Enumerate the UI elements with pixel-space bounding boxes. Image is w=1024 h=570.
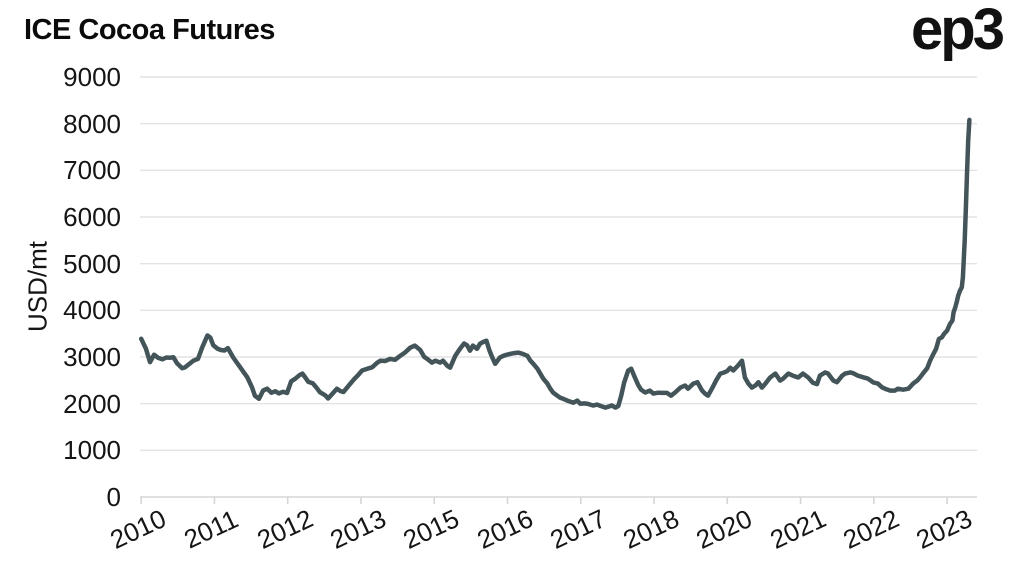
brand-logo-ep3: ep3 bbox=[911, 0, 1005, 62]
y-tick-label: 3000 bbox=[63, 342, 121, 372]
y-tick-label: 6000 bbox=[63, 202, 121, 232]
chart-title: ICE Cocoa Futures bbox=[24, 14, 275, 46]
cocoa-price-line bbox=[138, 117, 972, 410]
y-tick-label: 1000 bbox=[63, 435, 121, 466]
y-tick-label: 4000 bbox=[63, 295, 121, 326]
y-tick-label: 8000 bbox=[63, 108, 121, 139]
y-tick-label: 9000 bbox=[63, 62, 121, 92]
y-tick-label: 0 bbox=[106, 482, 121, 512]
y-tick-label: 7000 bbox=[63, 155, 121, 186]
y-tick-label: 5000 bbox=[63, 248, 121, 279]
y-tick-label: 2000 bbox=[63, 388, 121, 419]
